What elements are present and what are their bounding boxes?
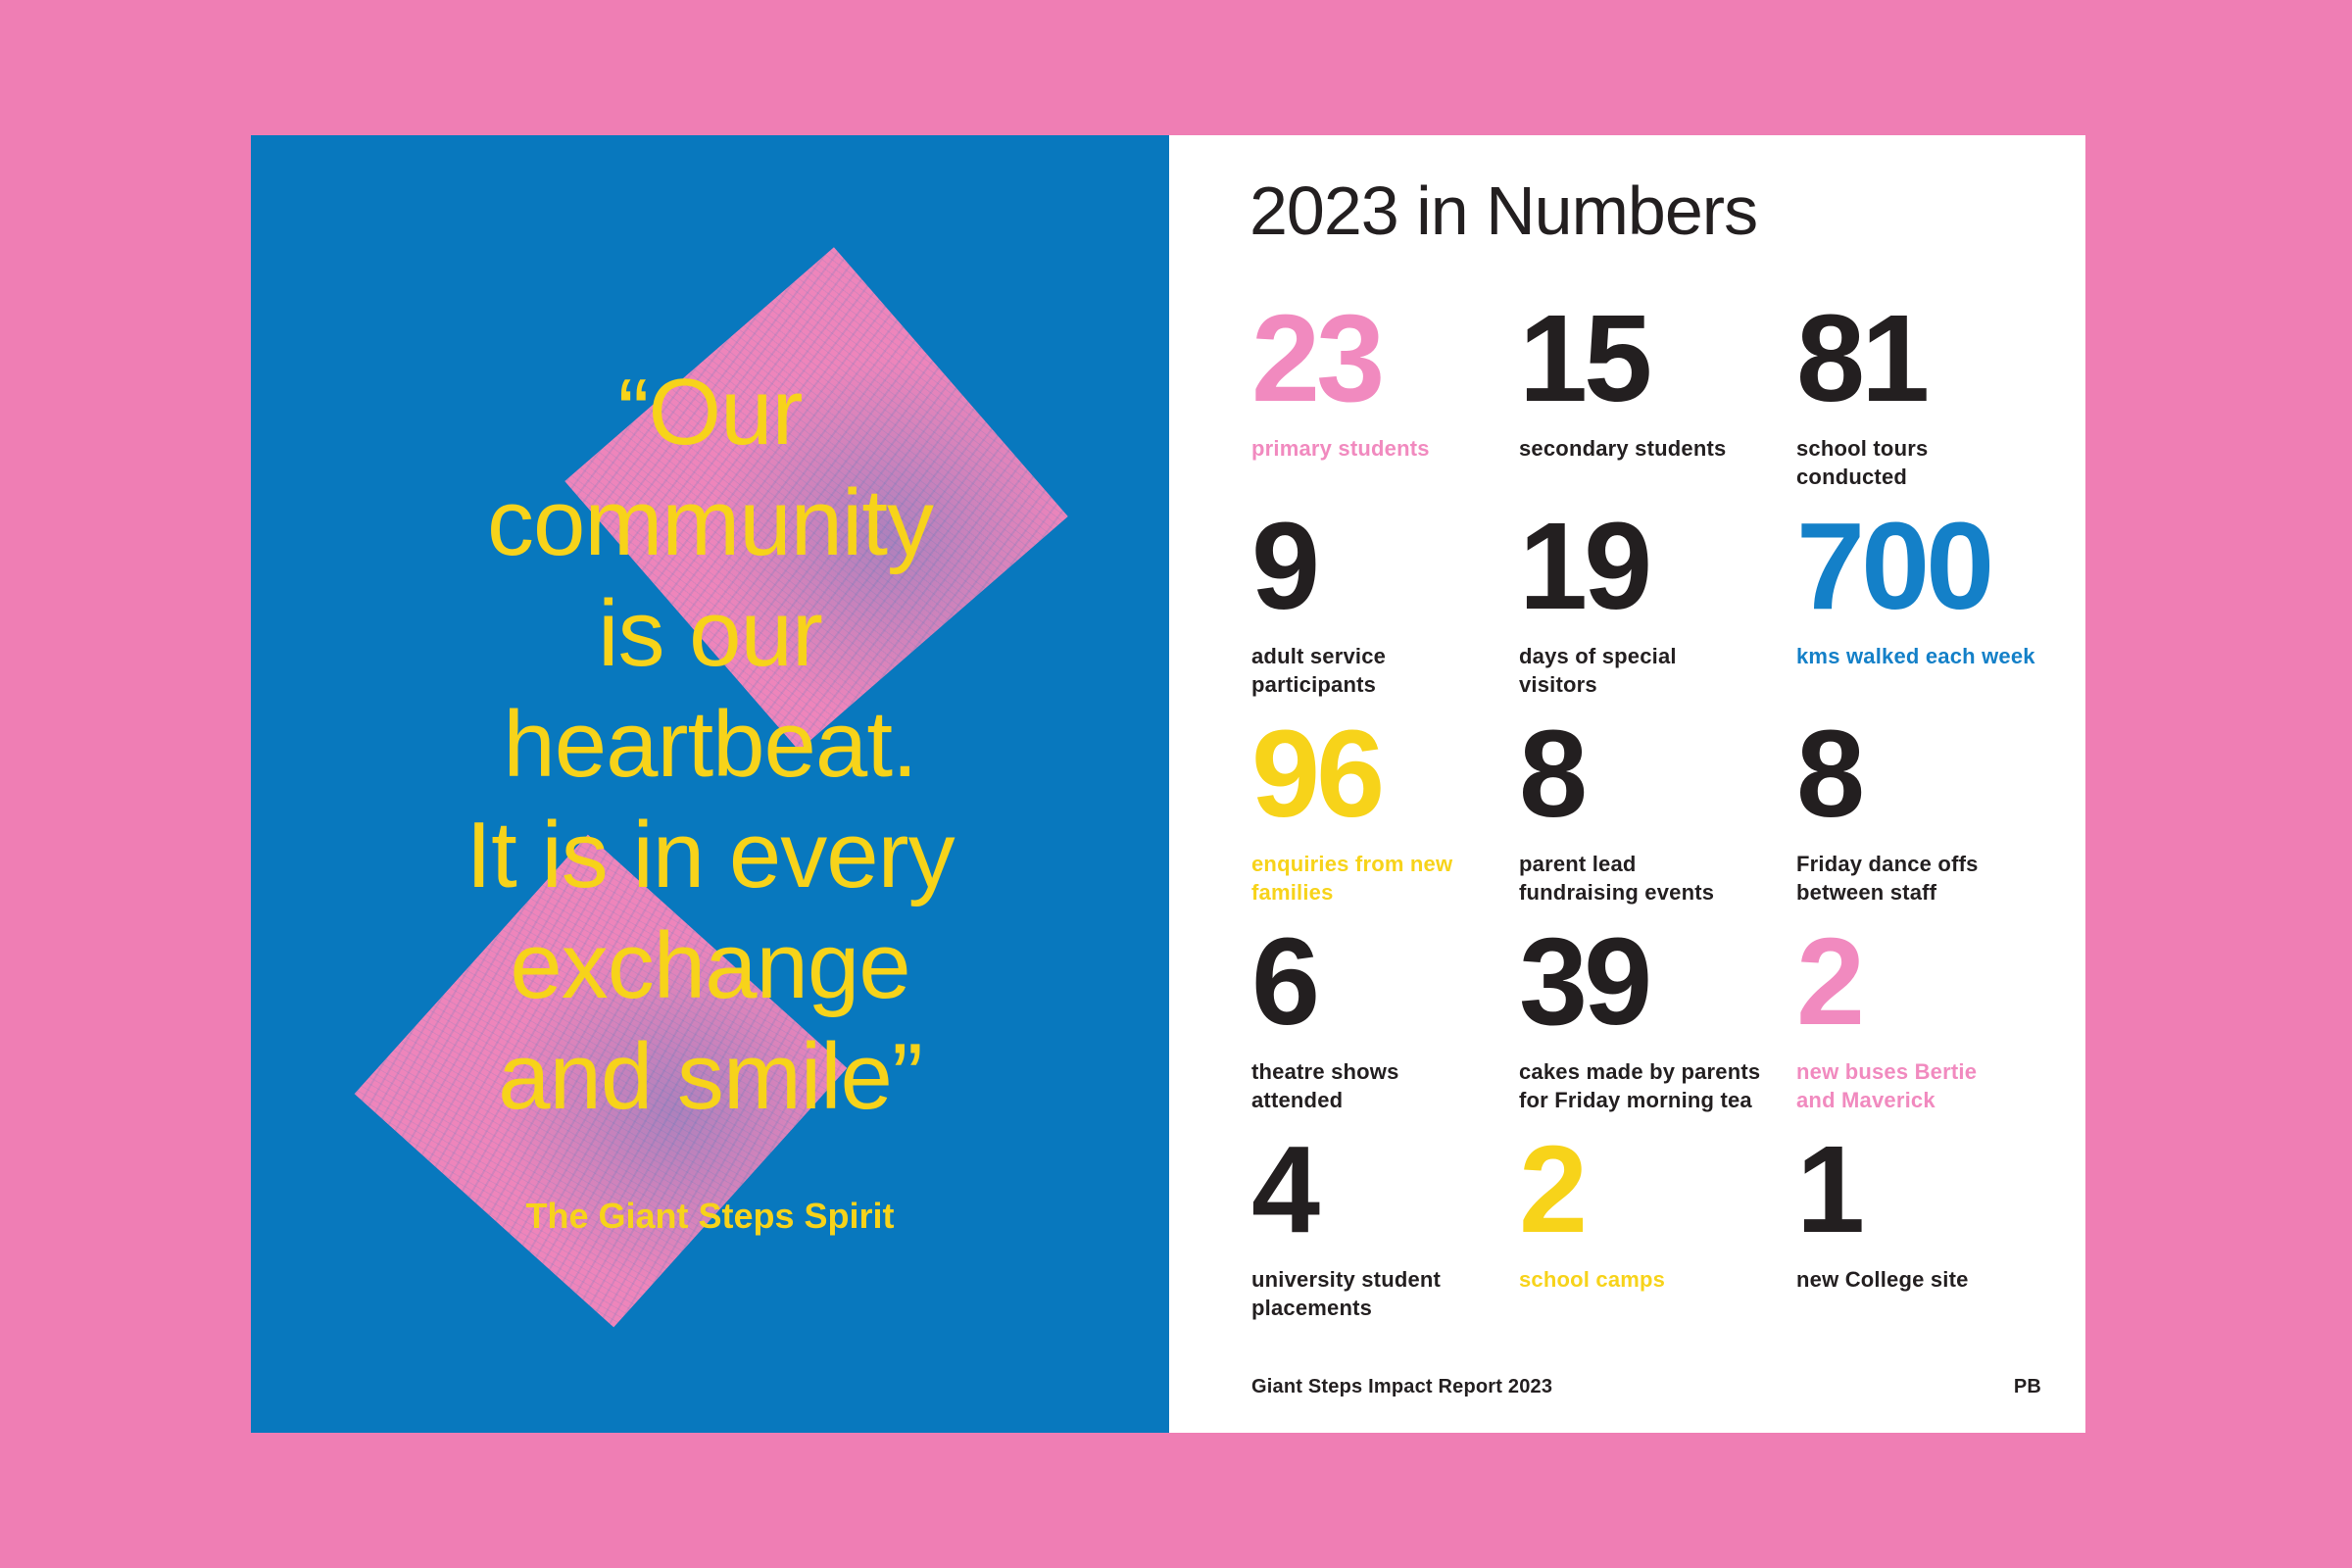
stat-label: school tours conducted [1796,436,1929,489]
quote-attribution: The Giant Steps Spirit [525,1196,895,1236]
stat-value: 15 [1519,289,1652,427]
stat-label: secondary students [1519,436,1727,461]
stat-value: 2 [1519,1120,1588,1258]
stat-label: enquiries from new families [1251,852,1453,905]
footer-report-name: Giant Steps Impact Report 2023 [1251,1376,1553,1397]
stat-label: new College site [1796,1267,1969,1292]
stat-cell: 2 school camps [1519,1128,1784,1294]
stat-label: new buses Bertie and Maverick [1796,1059,1978,1112]
stat-cell: 700 kms walked each week [1796,505,2061,670]
stat-label: parent lead fundraising events [1519,852,1715,905]
report-spread: “Our community is our heartbeat. It is in ev… [251,135,2085,1433]
stat-value: 19 [1519,497,1652,635]
stat-cell: 8 Friday dance offs between staff [1796,712,2061,906]
stat-value: 39 [1519,912,1652,1051]
stat-value: 700 [1796,497,1994,635]
quote-text: “Our community is our heartbeat. It is in ev… [251,357,1169,1132]
stat-cell: 23 primary students [1251,297,1516,463]
stat-value: 8 [1796,705,1865,843]
quote-line: exchange [510,913,910,1018]
stat-label: adult service participants [1251,644,1387,697]
left-page: “Our community is our heartbeat. It is in ev… [251,135,1169,1433]
quote-line: heartbeat. [503,692,917,797]
page-title: 2023 in Numbers [1250,172,1758,249]
stat-value: 6 [1251,912,1320,1051]
stat-value: 23 [1251,289,1385,427]
stat-label: school camps [1519,1267,1666,1292]
stat-value: 2 [1796,912,1865,1051]
page-footer: Giant Steps Impact Report 2023 PB [1251,1375,2041,1398]
stat-label: kms walked each week [1796,644,2035,668]
stat-label: theatre shows attended [1251,1059,1399,1112]
stat-cell: 81 school tours conducted [1796,297,2061,491]
quote-line: community [486,470,934,575]
stat-cell: 6 theatre shows attended [1251,920,1516,1114]
stat-cell: 4 university student placements [1251,1128,1516,1322]
stat-value: 9 [1251,497,1320,635]
stat-label: primary students [1251,436,1430,461]
stat-label: university student placements [1251,1267,1442,1320]
stat-cell: 2 new buses Bertie and Maverick [1796,920,2061,1114]
stat-cell: 8 parent lead fundraising events [1519,712,1784,906]
stat-label: days of special visitors [1519,644,1677,697]
stat-cell: 19 days of special visitors [1519,505,1784,699]
stat-label: cakes made by parents for Friday morning… [1519,1059,1761,1112]
quote-line: “Our [617,360,804,465]
stat-cell: 39 cakes made by parents for Friday morn… [1519,920,1784,1114]
stat-cell: 9 adult service participants [1251,505,1516,699]
stat-value: 1 [1796,1120,1865,1258]
quote-line: and smile” [498,1024,923,1129]
stat-value: 96 [1251,705,1385,843]
right-page: 2023 in Numbers 23 primary students 15 s… [1169,135,2085,1433]
stat-value: 81 [1796,289,1930,427]
quote-line: is our [598,581,823,686]
stat-value: 8 [1519,705,1588,843]
stat-label: Friday dance offs between staff [1796,852,1979,905]
stat-cell: 15 secondary students [1519,297,1784,463]
stat-value: 4 [1251,1120,1320,1258]
stat-cell: 96 enquiries from new families [1251,712,1516,906]
footer-page-number: PB [2013,1376,2041,1397]
stat-cell: 1 new College site [1796,1128,2061,1294]
quote-line: It is in every [466,803,955,907]
